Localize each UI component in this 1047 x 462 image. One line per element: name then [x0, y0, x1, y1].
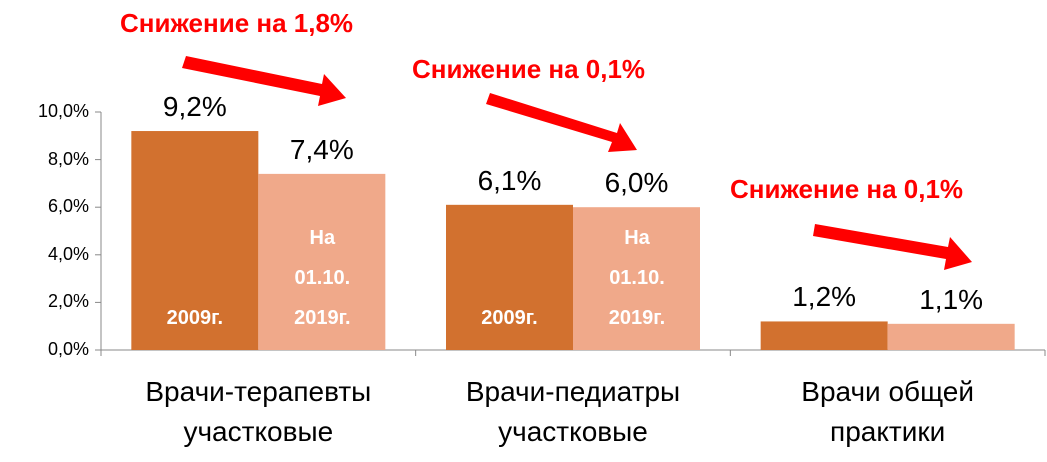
data-label: 9,2%: [162, 91, 227, 123]
data-label: 6,1%: [477, 164, 542, 196]
bar: [760, 321, 888, 350]
arrow: [813, 224, 972, 270]
x-tick-label: Врачи общей практики: [801, 376, 975, 447]
bar: [131, 131, 259, 350]
bar: [573, 207, 700, 350]
series-label: На 01.10. 2019г.: [294, 227, 351, 329]
x-tick-label: Врачи-терапевты участковые: [145, 376, 372, 447]
y-tick-label: 6,0%: [47, 196, 89, 217]
y-tick-label: 8,0%: [47, 148, 89, 169]
x-tick-label: Врачи-педиатры участковые: [465, 376, 681, 447]
arrow: [182, 56, 346, 106]
series-label: 2009г.: [166, 307, 224, 329]
data-label: 6,0%: [604, 167, 669, 199]
data-label: 7,4%: [289, 133, 354, 165]
series-label: На 01.10. 2019г.: [608, 227, 666, 329]
y-tick-label: 4,0%: [47, 243, 89, 264]
bar: [446, 204, 573, 350]
arrow: [486, 93, 637, 152]
annotation: Снижение на 1,8%: [120, 8, 354, 38]
annotation: Снижение на 0,1%: [730, 174, 964, 204]
series-label: 2009г.: [481, 307, 538, 329]
y-tick-label: 10,0%: [37, 101, 89, 121]
annotation: Снижение на 0,1%: [412, 54, 646, 84]
bar: [258, 173, 386, 350]
bar: [887, 323, 1015, 350]
y-tick-label: 0,0%: [47, 339, 89, 359]
data-label: 1,1%: [919, 283, 984, 315]
data-label: 1,2%: [792, 281, 857, 313]
y-tick-label: 2,0%: [47, 291, 89, 312]
